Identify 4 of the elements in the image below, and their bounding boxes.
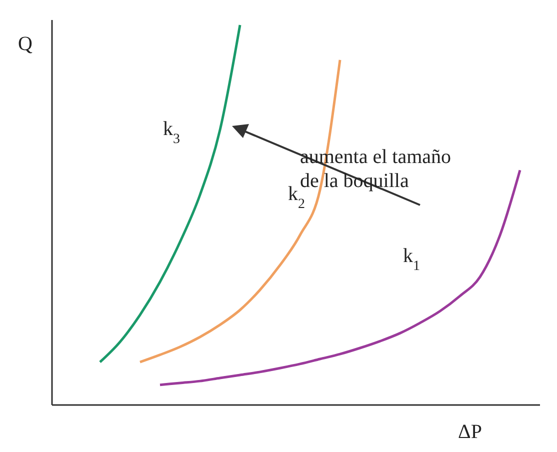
series-label: k$_{3}$: [163, 118, 180, 146]
text: k$_{1}$: [403, 245, 420, 274]
y-axis-title: Q: [18, 33, 33, 55]
x-axis-title: ΔP: [458, 421, 482, 443]
